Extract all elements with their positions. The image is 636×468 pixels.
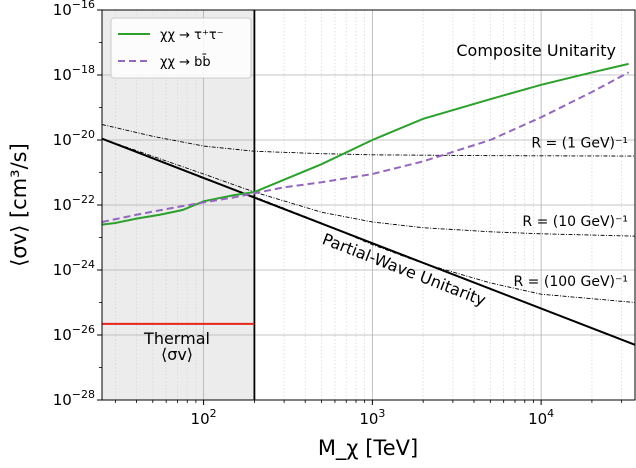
- composite-curve-label: R = (100 GeV)⁻¹: [514, 274, 629, 290]
- legend-label-tau: χχ → τ⁺τ⁻: [160, 28, 224, 43]
- x-axis-label: M_χ [TeV]: [318, 436, 418, 461]
- composite-unitarity-label: Composite Unitarity: [456, 41, 616, 60]
- series-line-0: [102, 62, 629, 226]
- y-tick-label: 10−24: [53, 258, 95, 279]
- thermal-label: Thermal: [143, 329, 210, 348]
- x-tick-label: 104: [528, 407, 554, 428]
- axis-ticks: 102 103 104 10−16 10−18 10−20 10−22 10−24 10−26 1…: [53, 0, 623, 428]
- composite-curve: [102, 138, 635, 303]
- y-tick-label: 10−20: [53, 128, 95, 149]
- legend: χχ → τ⁺τ⁻ χχ → bb̄: [110, 17, 252, 79]
- composite-curve-label: R = (1 GeV)⁻¹: [531, 136, 628, 152]
- y-tick-label: 10−28: [53, 388, 95, 409]
- composite-curve: [102, 124, 635, 157]
- y-tick-label: 10−16: [53, 0, 95, 19]
- partial-wave-unitarity-line: [102, 137, 635, 346]
- composite-curve: [102, 138, 635, 237]
- composite-curve-labels: R = (1 GeV)⁻¹ R = (10 GeV)⁻¹ R = (100 GeV)…: [514, 136, 629, 291]
- series-group: [102, 62, 630, 226]
- legend-label-bb: χχ → bb̄: [160, 55, 211, 70]
- x-tick-label: 102: [191, 407, 217, 428]
- thermal-label-sigma: ⟨σv⟩: [161, 345, 193, 364]
- composite-curves: [102, 124, 635, 303]
- series-line-1: [102, 71, 630, 223]
- x-tick-label: 103: [359, 407, 385, 428]
- y-axis-label: ⟨σv⟩ [cm³/s]: [7, 143, 31, 267]
- composite-curve-label: R = (10 GeV)⁻¹: [522, 214, 628, 230]
- y-tick-label: 10−26: [53, 323, 95, 344]
- y-tick-label: 10−18: [53, 63, 95, 84]
- y-tick-label: 10−22: [53, 193, 95, 214]
